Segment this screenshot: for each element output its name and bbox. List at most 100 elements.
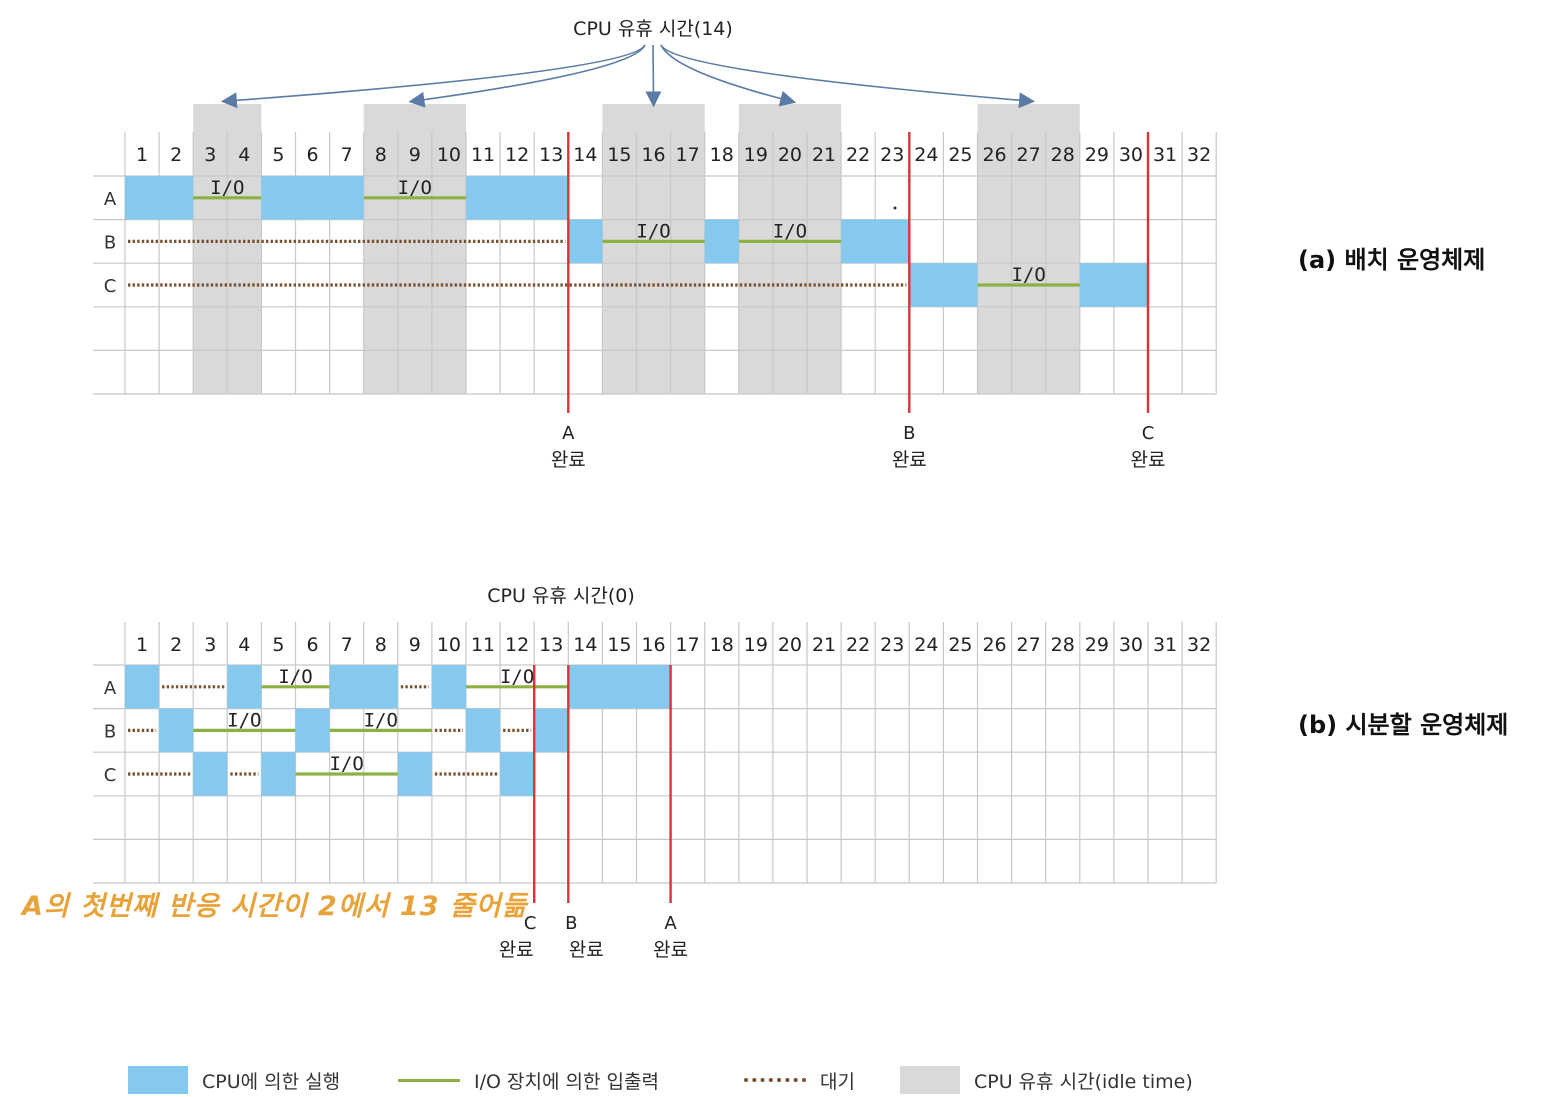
batch-os-title: (a) 배치 운영체제 [1298, 246, 1486, 274]
idle-arrow-5 [660, 44, 1036, 109]
time-label: 2 [170, 144, 182, 166]
time-label: 7 [341, 144, 353, 166]
legend-cpu-label: CPU에 의한 실행 [202, 1070, 341, 1093]
time-label: 14 [573, 144, 597, 166]
io-label: I/O [278, 666, 312, 688]
time-label: 28 [1051, 144, 1075, 166]
row-label-b: B [104, 721, 116, 742]
legend-cpu-swatch [128, 1066, 188, 1094]
time-label: 32 [1187, 144, 1211, 166]
idle-arrow-4 [660, 44, 797, 107]
time-label: 9 [409, 634, 421, 656]
cpu-block-a [227, 665, 262, 709]
time-label: 13 [539, 634, 563, 656]
cpu-block-c [193, 752, 228, 796]
time-label: 32 [1187, 634, 1211, 656]
time-label: 27 [1017, 634, 1041, 656]
time-label: 5 [272, 634, 284, 656]
time-label: 29 [1085, 144, 1109, 166]
idle-arrow-1 [220, 44, 646, 109]
time-label: 28 [1051, 634, 1075, 656]
time-label: 10 [437, 634, 461, 656]
time-label: 25 [948, 144, 972, 166]
cpu-block-c [1079, 263, 1148, 307]
completion-label-c: 완료 [1131, 449, 1166, 471]
batch-os-panel: 1 2 3 4 5 6 7 8 9 10 11 12 13 14 15 16 17 18 19 20 21 22 23 24 2… [93, 18, 1217, 471]
completion-label-a: 완료 [653, 939, 688, 961]
legend-wait-label: 대기 [820, 1070, 855, 1093]
cpu-block-a [568, 665, 671, 709]
completion-label-b: 완료 [892, 449, 927, 471]
time-label: 10 [437, 144, 461, 166]
time-label: 24 [914, 144, 938, 166]
cpu-block-b [159, 708, 194, 753]
time-label: 19 [744, 634, 768, 656]
io-label: I/O [329, 753, 363, 775]
time-label: 19 [744, 144, 768, 166]
completion-job-a: A [562, 423, 575, 444]
time-label: 23 [880, 634, 904, 656]
completion-job-b: B [565, 913, 577, 934]
completion-label-b: 완료 [569, 939, 604, 961]
legend: CPU에 의한 실행 I/O 장치에 의한 입출력 대기 CPU 유휴 시간(i… [0, 1064, 1550, 1096]
time-label: 12 [505, 634, 529, 656]
cpu-block-c [500, 752, 535, 796]
row-label-c: C [104, 765, 117, 786]
idle-arrow-2 [408, 44, 646, 108]
time-label: 14 [573, 634, 597, 656]
time-label: 3 [204, 144, 216, 166]
completion-label-a: 완료 [551, 449, 586, 471]
row-label-a: A [104, 678, 117, 699]
cpu-block-c [261, 752, 296, 796]
handwritten-note: A의 첫번째 반응 시간이 2에서 13 줄어듦 [22, 891, 528, 922]
time-label: 6 [307, 634, 319, 656]
io-label: I/O [773, 220, 807, 242]
time-label: 12 [505, 144, 529, 166]
legend-io-label: I/O 장치에 의한 입출력 [474, 1070, 659, 1093]
time-label: 6 [307, 144, 319, 166]
time-label: 21 [812, 634, 836, 656]
time-label: 31 [1153, 634, 1177, 656]
time-label: 20 [778, 144, 802, 166]
time-label: 26 [982, 144, 1006, 166]
time-label: 30 [1119, 634, 1143, 656]
time-label: 7 [341, 634, 353, 656]
cpu-block-b [466, 708, 501, 753]
time-label: 25 [948, 634, 972, 656]
time-label: 18 [710, 634, 734, 656]
time-label: 1 [136, 634, 148, 656]
io-label: I/O [398, 177, 432, 199]
time-label: 22 [846, 144, 870, 166]
cpu-block-c [909, 263, 978, 307]
io-label: I/O [364, 709, 398, 731]
cpu-block-b [295, 708, 330, 753]
completion-job-c: C [1142, 423, 1155, 444]
time-label: 3 [204, 634, 216, 656]
legend-cpu: CPU에 의한 실행 [128, 1064, 340, 1096]
io-label: I/O [227, 709, 261, 731]
time-label: 2 [170, 634, 182, 656]
completion-label-c: 완료 [499, 939, 534, 961]
time-label: 1 [136, 144, 148, 166]
cpu-block-a [125, 176, 194, 220]
time-label: 13 [539, 144, 563, 166]
cpu-block-a [125, 665, 160, 709]
time-label: 9 [409, 144, 421, 166]
cpu-block-a [329, 665, 398, 709]
io-label: I/O [1011, 264, 1045, 286]
row-label-c: C [104, 276, 117, 297]
cpu-block-b [704, 219, 739, 264]
idle-arrow-3 [645, 44, 662, 108]
time-label: 17 [676, 634, 700, 656]
time-label: 15 [607, 144, 631, 166]
time-label: 29 [1085, 634, 1109, 656]
time-label: 15 [607, 634, 631, 656]
legend-wait: 대기 [744, 1064, 855, 1096]
io-label: I/O [210, 177, 244, 199]
time-label: 18 [710, 144, 734, 166]
time-label: 22 [846, 634, 870, 656]
time-label: 8 [375, 634, 387, 656]
cpu-idle-label: CPU 유휴 시간(0) [487, 585, 635, 607]
completion-job-b: B [903, 423, 915, 444]
io-label: I/O [636, 220, 670, 242]
